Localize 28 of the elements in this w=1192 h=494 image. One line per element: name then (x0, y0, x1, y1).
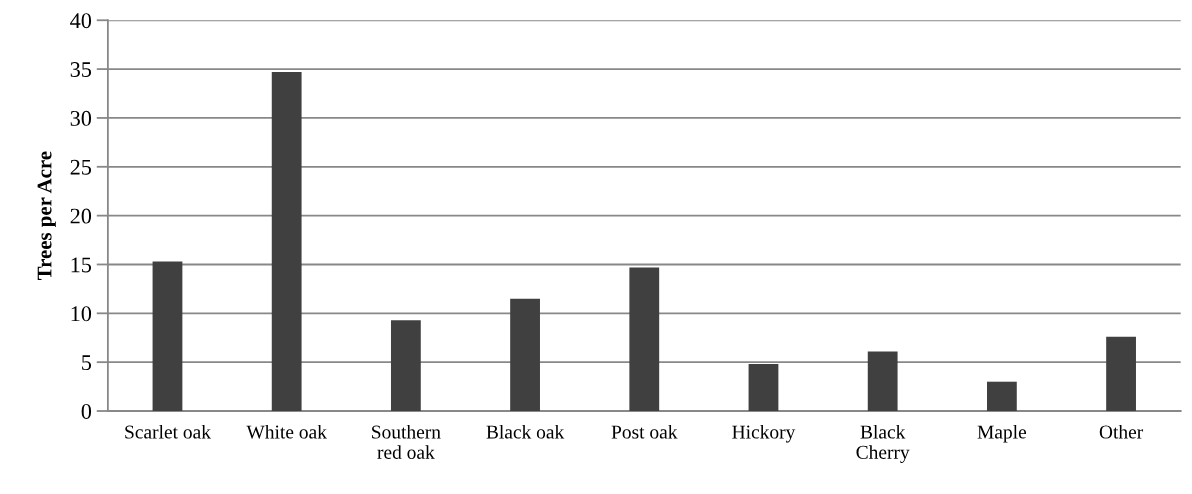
bar (629, 267, 660, 412)
bar (390, 320, 421, 412)
x-tick-label: Hickory (732, 424, 796, 443)
y-tick-label: 25 (70, 159, 92, 175)
x-tick-label: Post oak (611, 424, 678, 439)
x-tick-label: Black Cherry (856, 424, 910, 463)
y-tick-label: 15 (71, 257, 92, 273)
bar (986, 381, 1017, 412)
x-tick-label: Southern red oak (372, 424, 441, 459)
y-tick-label: 40 (70, 13, 92, 29)
y-tick-label: 20 (70, 208, 92, 224)
bar (152, 261, 183, 412)
y-axis-title: Trees per Acre (37, 151, 56, 280)
x-tick-label: White oak (246, 424, 327, 439)
bar (867, 351, 898, 412)
y-tick-label: 10 (71, 306, 92, 322)
y-tick-label: 30 (70, 110, 92, 126)
x-tick-label: Black oak (486, 424, 565, 439)
x-tick-label: Maple (977, 424, 1027, 443)
bar (510, 298, 540, 412)
x-tick-label: Scarlet oak (125, 424, 211, 439)
bar (1106, 336, 1136, 412)
x-tick-label: Other (1099, 424, 1144, 439)
y-tick-label: 5 (82, 355, 92, 371)
bar (271, 72, 302, 412)
y-tick-label: 35 (70, 62, 92, 78)
y-tick-label: 0 (81, 403, 92, 419)
bar (748, 364, 779, 412)
